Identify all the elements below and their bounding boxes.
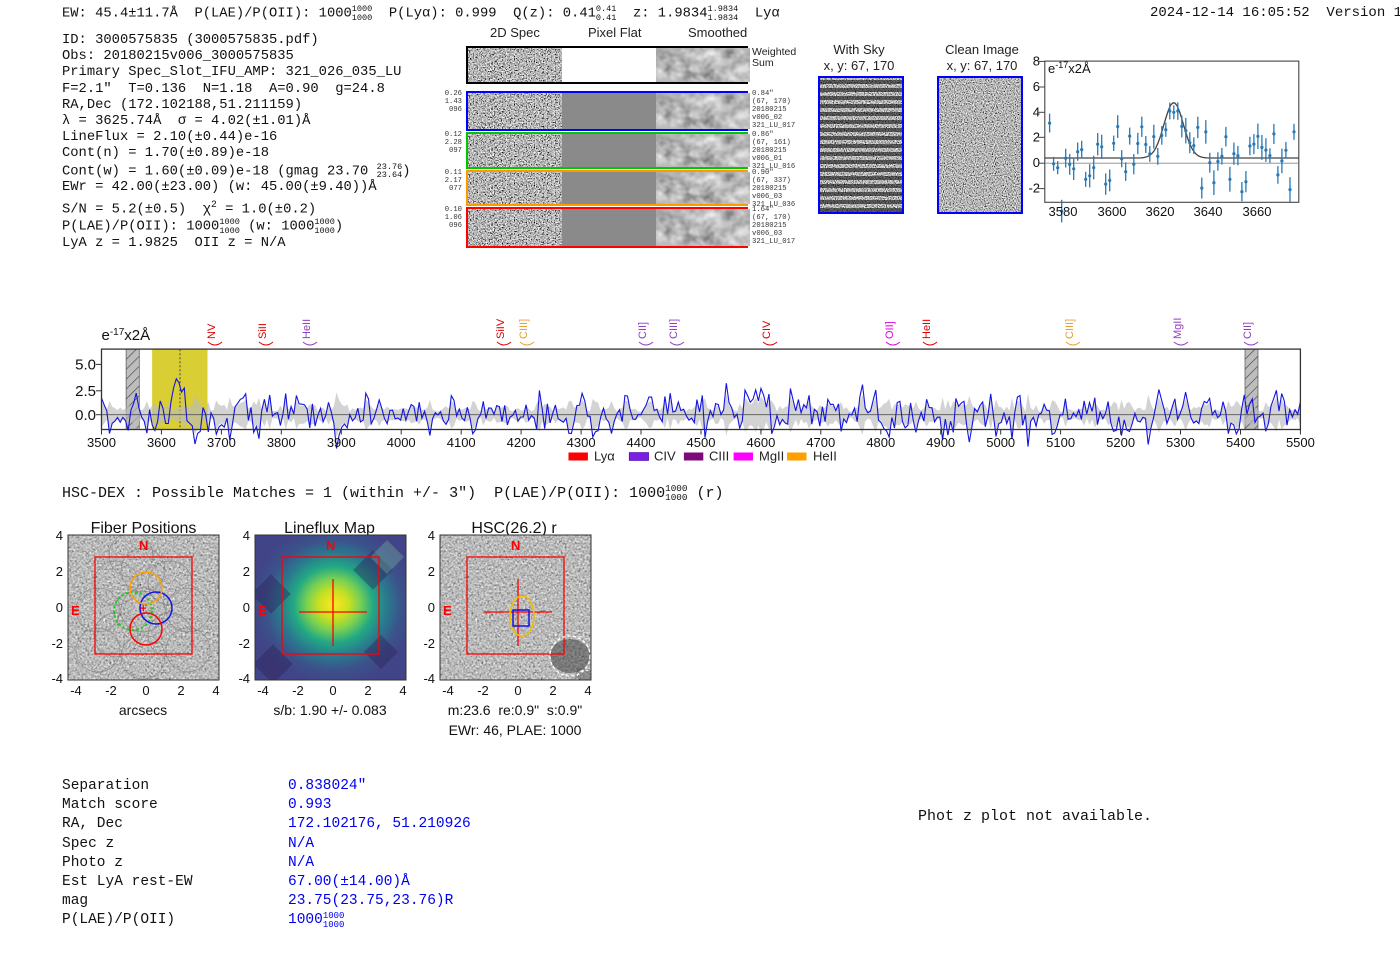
svg-text:SiII: SiII	[257, 323, 269, 339]
svg-text:CIV: CIV	[654, 449, 676, 464]
svg-text:CII]: CII]	[637, 322, 649, 339]
svg-text:-4: -4	[70, 683, 82, 698]
svg-text:CIII]: CIII]	[518, 319, 530, 339]
svg-text:arcsecs: arcsecs	[119, 702, 167, 718]
svg-text:N: N	[511, 538, 520, 553]
svg-text:2: 2	[243, 564, 250, 579]
svg-text:MgII: MgII	[1172, 318, 1184, 339]
svg-text:CII]: CII]	[1242, 322, 1254, 339]
svg-text:4: 4	[56, 528, 63, 543]
svg-text:-4: -4	[442, 683, 454, 698]
svg-text:5200: 5200	[1106, 435, 1135, 450]
svg-text:MgII: MgII	[759, 449, 784, 464]
svg-text:3600: 3600	[147, 435, 176, 450]
svg-text:N: N	[326, 538, 335, 553]
svg-text:HeII: HeII	[301, 319, 313, 339]
svg-text:-2: -2	[105, 683, 117, 698]
svg-text:4: 4	[243, 528, 250, 543]
svg-text:5500: 5500	[1286, 435, 1315, 450]
svg-text:HeII: HeII	[813, 449, 837, 464]
svg-text:0: 0	[243, 600, 250, 615]
svg-text:3900: 3900	[327, 435, 356, 450]
svg-text:Lyα: Lyα	[594, 449, 615, 464]
svg-text:+: +	[140, 604, 147, 616]
svg-text:2.5: 2.5	[75, 383, 96, 400]
svg-text:CIV: CIV	[761, 320, 773, 339]
svg-text:-4: -4	[238, 671, 250, 686]
svg-text:m:23.6 re:0.9" s:0.9": m:23.6 re:0.9" s:0.9"	[448, 702, 582, 718]
svg-text:E: E	[71, 603, 80, 618]
svg-text:4000: 4000	[387, 435, 416, 450]
svg-text:HeII: HeII	[921, 319, 933, 339]
svg-text:N: N	[139, 538, 148, 553]
svg-text:4100: 4100	[447, 435, 476, 450]
svg-text:CIII]: CIII]	[668, 319, 680, 339]
svg-text:-4: -4	[51, 671, 63, 686]
svg-text:NV: NV	[206, 323, 218, 339]
svg-text:4200: 4200	[507, 435, 536, 450]
svg-text:4300: 4300	[567, 435, 596, 450]
svg-text:3500: 3500	[87, 435, 116, 450]
svg-text:5.0: 5.0	[75, 357, 96, 374]
svg-text:-2: -2	[423, 636, 435, 651]
svg-text:4800: 4800	[866, 435, 895, 450]
svg-text:-4: -4	[423, 671, 435, 686]
svg-text:E: E	[258, 603, 267, 618]
svg-text:0: 0	[142, 683, 149, 698]
svg-text:SiIV: SiIV	[495, 318, 507, 339]
svg-text:5300: 5300	[1166, 435, 1195, 450]
svg-text:5000: 5000	[986, 435, 1015, 450]
svg-text:OII]: OII]	[884, 321, 896, 339]
svg-text:-2: -2	[51, 636, 63, 651]
svg-text:4400: 4400	[627, 435, 656, 450]
svg-text:-2: -2	[292, 683, 304, 698]
svg-text:0: 0	[56, 600, 63, 615]
svg-text:5100: 5100	[1046, 435, 1075, 450]
svg-text:5400: 5400	[1226, 435, 1255, 450]
svg-text:0: 0	[514, 683, 521, 698]
svg-text:-2: -2	[238, 636, 250, 651]
svg-text:-4: -4	[257, 683, 269, 698]
svg-text:2: 2	[549, 683, 556, 698]
svg-text:4: 4	[584, 683, 591, 698]
svg-text:4: 4	[428, 528, 435, 543]
svg-text:2: 2	[428, 564, 435, 579]
svg-text:E: E	[443, 603, 452, 618]
svg-text:CIII]: CIII]	[1064, 319, 1076, 339]
svg-text:-2: -2	[477, 683, 489, 698]
svg-text:3700: 3700	[207, 435, 236, 450]
svg-text:0.0: 0.0	[75, 407, 96, 424]
svg-text:e-17x2Å: e-17x2Å	[102, 327, 151, 345]
svg-text:2: 2	[364, 683, 371, 698]
svg-text:0: 0	[428, 600, 435, 615]
svg-text:CIII: CIII	[709, 449, 729, 464]
svg-text:EWr: 46, PLAE: 1000: EWr: 46, PLAE: 1000	[449, 722, 582, 738]
svg-text:s/b: 1.90 +/- 0.083: s/b: 1.90 +/- 0.083	[273, 702, 386, 718]
svg-text:2: 2	[56, 564, 63, 579]
svg-text:2: 2	[177, 683, 184, 698]
svg-text:4900: 4900	[926, 435, 955, 450]
svg-text:0: 0	[329, 683, 336, 698]
svg-text:3800: 3800	[267, 435, 296, 450]
